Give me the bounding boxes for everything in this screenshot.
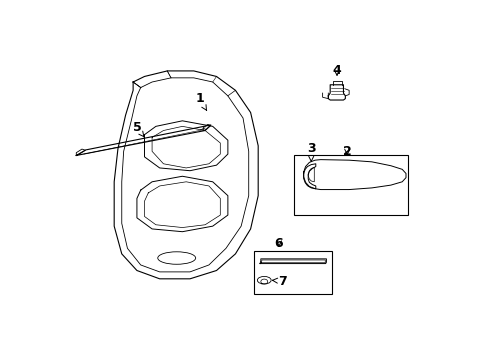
Text: 5: 5 — [132, 121, 144, 137]
Text: 4: 4 — [332, 64, 341, 77]
Text: 2: 2 — [342, 145, 351, 158]
Bar — [294, 156, 407, 215]
Text: 1: 1 — [195, 92, 206, 111]
Text: 6: 6 — [274, 237, 283, 250]
Text: 7: 7 — [272, 275, 286, 288]
Bar — [254, 251, 331, 294]
Text: 3: 3 — [306, 142, 315, 161]
